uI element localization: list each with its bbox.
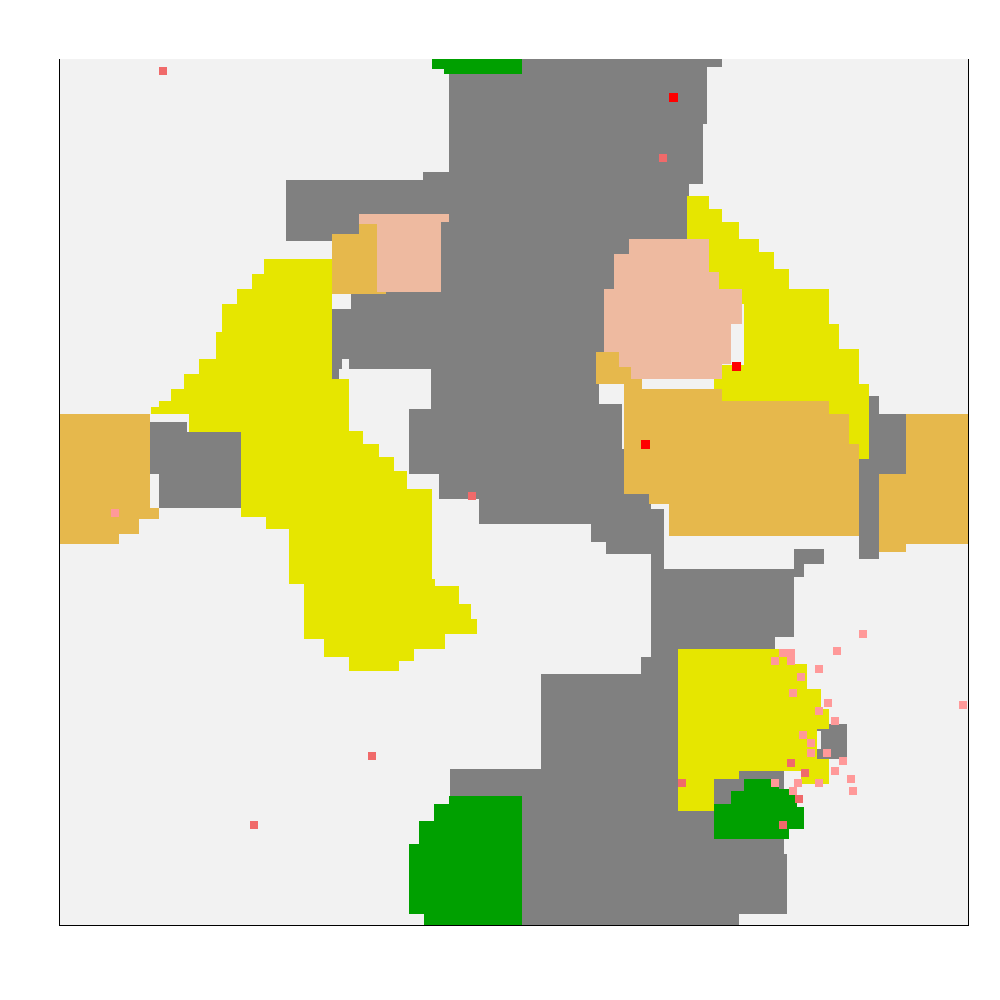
rock-left	[150, 422, 249, 508]
unit-pink-marker[interactable]	[839, 757, 847, 765]
unit-salmon-marker[interactable]	[659, 154, 667, 162]
unit-pink-marker[interactable]	[807, 749, 815, 757]
unit-pink-marker[interactable]	[815, 707, 823, 715]
sand-left	[59, 414, 159, 544]
terrain-canvas[interactable]	[59, 59, 969, 926]
sand-right	[879, 414, 969, 552]
unit-salmon-marker[interactable]	[779, 821, 787, 829]
unit-salmon-marker[interactable]	[801, 769, 809, 777]
unit-pink-marker[interactable]	[859, 630, 867, 638]
unit-pink-marker[interactable]	[815, 779, 823, 787]
sand-top-left	[332, 224, 386, 294]
unit-pink-marker[interactable]	[787, 657, 795, 665]
unit-layer	[111, 67, 967, 829]
grass-bottom	[409, 796, 522, 926]
unit-pink-marker[interactable]	[111, 509, 119, 517]
unit-pink-marker[interactable]	[823, 749, 831, 757]
field-right	[687, 196, 869, 459]
unit-salmon-marker[interactable]	[678, 779, 686, 787]
grass-top	[432, 59, 522, 74]
unit-pink-marker[interactable]	[849, 787, 857, 795]
unit-salmon-marker[interactable]	[468, 492, 476, 500]
field-left	[151, 259, 477, 671]
unit-pink-marker[interactable]	[831, 717, 839, 725]
unit-pink-marker[interactable]	[847, 775, 855, 783]
unit-pink-marker[interactable]	[789, 689, 797, 697]
unit-salmon-marker[interactable]	[250, 821, 258, 829]
unit-pink-marker[interactable]	[959, 701, 967, 709]
unit-pink-marker[interactable]	[797, 673, 805, 681]
unit-pink-marker[interactable]	[831, 767, 839, 775]
map-frame-right	[968, 59, 969, 926]
sand-layer	[59, 224, 969, 552]
terrain-map[interactable]	[59, 59, 969, 926]
unit-pink-marker[interactable]	[787, 649, 795, 657]
peach-right	[604, 239, 742, 379]
unit-salmon-marker[interactable]	[368, 752, 376, 760]
unit-pink-marker[interactable]	[833, 647, 841, 655]
unit-pink-marker[interactable]	[771, 779, 779, 787]
map-frame-bottom	[59, 925, 969, 926]
unit-salmon-marker[interactable]	[787, 759, 795, 767]
sand-center-right	[596, 352, 859, 536]
unit-pink-marker[interactable]	[824, 699, 832, 707]
unit-red-marker[interactable]	[641, 440, 650, 449]
unit-red-marker[interactable]	[732, 362, 741, 371]
unit-pink-marker[interactable]	[771, 657, 779, 665]
unit-pink-marker[interactable]	[807, 739, 815, 747]
peach-layer	[359, 214, 742, 379]
unit-red-marker[interactable]	[669, 93, 678, 102]
unit-pink-marker[interactable]	[799, 731, 807, 739]
unit-salmon-marker[interactable]	[795, 795, 803, 803]
unit-pink-marker[interactable]	[815, 665, 823, 673]
unit-salmon-marker[interactable]	[159, 67, 167, 75]
unit-pink-marker[interactable]	[794, 779, 802, 787]
map-frame-left	[59, 59, 60, 926]
peach-top-left	[359, 214, 449, 292]
unit-pink-marker[interactable]	[789, 787, 797, 795]
unit-pink-marker[interactable]	[779, 649, 787, 657]
